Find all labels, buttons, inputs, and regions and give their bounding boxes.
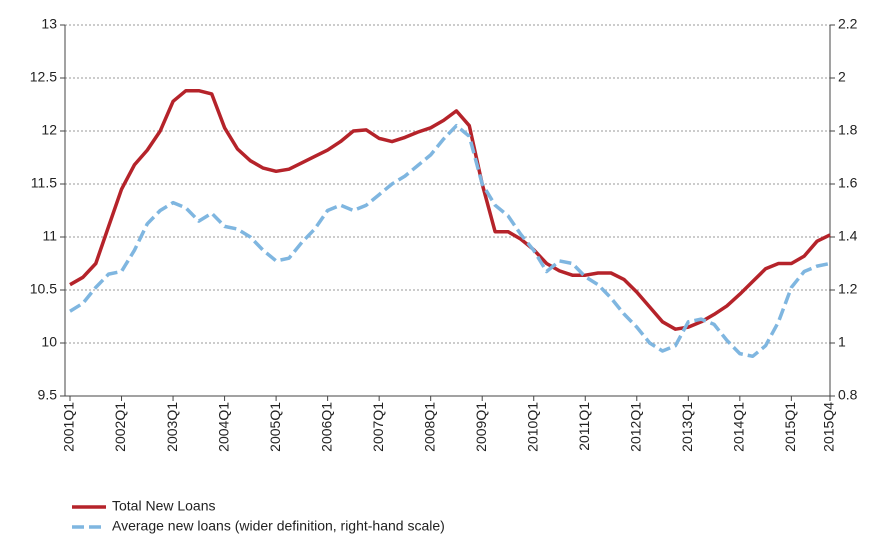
legend-label: Total New Loans <box>112 498 216 514</box>
x-tick-label: 2002Q1 <box>112 402 128 452</box>
y-tick-label: 11 <box>42 228 57 244</box>
y2-tick-label: 2 <box>838 69 846 85</box>
y-tick-label: 11.5 <box>31 175 57 191</box>
series-line <box>69 123 831 359</box>
y2-tick-label: 1.4 <box>838 228 858 244</box>
x-tick-label: 2003Q1 <box>164 402 180 452</box>
y-tick-label: 10 <box>41 334 57 350</box>
legend-label: Average new loans (wider definition, rig… <box>112 518 445 534</box>
x-tick-label: 2005Q1 <box>267 402 283 452</box>
x-tick-label: 2015Q4 <box>821 402 837 452</box>
y2-tick-label: 0.8 <box>838 387 858 403</box>
x-tick-label: 2012Q1 <box>627 402 643 452</box>
series-line <box>69 88 831 331</box>
y2-tick-label: 1.8 <box>838 122 858 138</box>
x-tick-label: 2011Q1 <box>576 402 592 451</box>
y-tick-label: 9.5 <box>38 387 58 403</box>
x-tick-label: 2007Q1 <box>370 402 386 452</box>
y-tick-label: 12.5 <box>30 69 57 85</box>
y-tick-label: 12 <box>41 122 57 138</box>
y-tick-label: 13 <box>41 16 57 32</box>
y-tick-label: 10.5 <box>30 281 57 297</box>
x-tick-label: 2004Q1 <box>215 402 231 452</box>
y2-tick-label: 1 <box>838 334 846 350</box>
x-tick-label: 2008Q1 <box>421 402 437 452</box>
x-tick-label: 2013Q1 <box>679 402 695 452</box>
x-tick-label: 2010Q1 <box>524 402 540 452</box>
y2-tick-label: 1.2 <box>838 281 858 297</box>
y2-tick-label: 1.6 <box>838 175 858 191</box>
x-tick-label: 2015Q1 <box>782 402 798 452</box>
y2-tick-label: 2.2 <box>838 16 858 32</box>
x-tick-label: 2006Q1 <box>318 402 334 452</box>
x-tick-label: 2014Q1 <box>731 402 747 452</box>
x-tick-label: 2009Q1 <box>473 402 489 452</box>
x-tick-label: 2001Q1 <box>61 402 77 452</box>
